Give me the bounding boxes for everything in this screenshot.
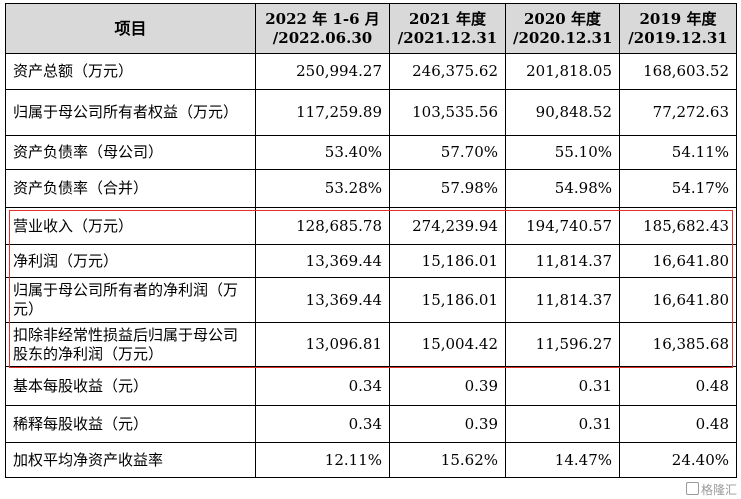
cell-value: 0.31 — [505, 366, 620, 406]
table-row: 净利润（万元） 13,369.44 15,186.01 11,814.37 16… — [5, 244, 737, 278]
cell-value: 57.98% — [389, 169, 506, 208]
cell-value: 201,818.05 — [505, 53, 620, 90]
cell-value: 250,994.27 — [255, 53, 390, 90]
table-row: 归属于母公司所有者权益（万元） 117,259.89 103,535.56 90… — [5, 89, 737, 136]
cell-value: 16,641.80 — [619, 277, 737, 323]
cell-value: 15.62% — [389, 442, 506, 478]
watermark: 格隆汇 — [685, 481, 737, 498]
cell-value: 15,186.01 — [389, 277, 506, 323]
row-label: 扣除非经常性损益后归属于母公司股东的净利润（万元） — [5, 322, 256, 367]
watermark-text: 格隆汇 — [700, 483, 737, 497]
cell-value: 12.11% — [255, 442, 390, 478]
row-label: 归属于母公司所有者的净利润（万元） — [5, 277, 256, 323]
cell-value: 274,239.94 — [389, 207, 506, 245]
cell-value: 0.34 — [255, 366, 390, 406]
cell-value: 117,259.89 — [255, 89, 390, 136]
cell-value: 185,682.43 — [619, 207, 737, 245]
row-label: 营业收入（万元） — [5, 207, 256, 245]
header-item: 项目 — [5, 3, 256, 54]
cell-value: 0.48 — [619, 405, 737, 443]
cell-value: 14.47% — [505, 442, 620, 478]
table-row: 基本每股收益（元） 0.34 0.39 0.31 0.48 — [5, 366, 737, 406]
cell-value: 103,535.56 — [389, 89, 506, 136]
cell-value: 194,740.57 — [505, 207, 620, 245]
cell-value: 11,814.37 — [505, 277, 620, 323]
cell-value: 16,385.68 — [619, 322, 737, 367]
table-row: 归属于母公司所有者的净利润（万元） 13,369.44 15,186.01 11… — [5, 277, 737, 323]
cell-value: 0.31 — [505, 405, 620, 443]
table-row: 营业收入（万元） 128,685.78 274,239.94 194,740.5… — [5, 207, 737, 245]
table-row: 扣除非经常性损益后归属于母公司股东的净利润（万元） 13,096.81 15,0… — [5, 322, 737, 367]
table-row: 资产负债率（母公司） 53.40% 57.70% 55.10% 54.11% — [5, 135, 737, 170]
cell-value: 54.98% — [505, 169, 620, 208]
cell-value: 0.48 — [619, 366, 737, 406]
cell-value: 15,004.42 — [389, 322, 506, 367]
cell-value: 53.40% — [255, 135, 390, 170]
cell-value: 16,641.80 — [619, 244, 737, 278]
cell-value: 55.10% — [505, 135, 620, 170]
cell-value: 246,375.62 — [389, 53, 506, 90]
cell-value: 54.11% — [619, 135, 737, 170]
cell-value: 13,096.81 — [255, 322, 390, 367]
row-label: 加权平均净资产收益率 — [5, 442, 256, 478]
table-row: 加权平均净资产收益率 12.11% 15.62% 14.47% 24.40% — [5, 442, 737, 478]
header-period: 2021 年度/2021.12.31 — [389, 3, 506, 54]
table-row: 稀释每股收益（元） 0.34 0.39 0.31 0.48 — [5, 405, 737, 443]
row-label: 资产负债率（合并） — [5, 169, 256, 208]
row-label: 资产总额（万元） — [5, 53, 256, 90]
header-period: 2019 年度/2019.12.31 — [619, 3, 737, 54]
row-label: 归属于母公司所有者权益（万元） — [5, 89, 256, 136]
header-period: 2020 年度/2020.12.31 — [505, 3, 620, 54]
cell-value: 13,369.44 — [255, 244, 390, 278]
cell-value: 0.39 — [389, 366, 506, 406]
row-label: 净利润（万元） — [5, 244, 256, 278]
cell-value: 11,814.37 — [505, 244, 620, 278]
cell-value: 54.17% — [619, 169, 737, 208]
watermark-logo-icon — [685, 482, 699, 495]
cell-value: 90,848.52 — [505, 89, 620, 136]
cell-value: 0.34 — [255, 405, 390, 443]
cell-value: 168,603.52 — [619, 53, 737, 90]
cell-value: 0.39 — [389, 405, 506, 443]
cell-value: 11,596.27 — [505, 322, 620, 367]
table-row: 资产总额（万元） 250,994.27 246,375.62 201,818.0… — [5, 53, 737, 90]
financial-table: 项目 2022 年 1-6 月/2022.06.30 2021 年度/2021.… — [5, 3, 737, 478]
cell-value: 57.70% — [389, 135, 506, 170]
cell-value: 77,272.63 — [619, 89, 737, 136]
header-period: 2022 年 1-6 月/2022.06.30 — [255, 3, 390, 54]
row-label: 基本每股收益（元） — [5, 366, 256, 406]
cell-value: 53.28% — [255, 169, 390, 208]
cell-value: 128,685.78 — [255, 207, 390, 245]
row-label: 稀释每股收益（元） — [5, 405, 256, 443]
cell-value: 13,369.44 — [255, 277, 390, 323]
cell-value: 15,186.01 — [389, 244, 506, 278]
header-row: 项目 2022 年 1-6 月/2022.06.30 2021 年度/2021.… — [5, 3, 737, 54]
table-row: 资产负债率（合并） 53.28% 57.98% 54.98% 54.17% — [5, 169, 737, 208]
cell-value: 24.40% — [619, 442, 737, 478]
row-label: 资产负债率（母公司） — [5, 135, 256, 170]
